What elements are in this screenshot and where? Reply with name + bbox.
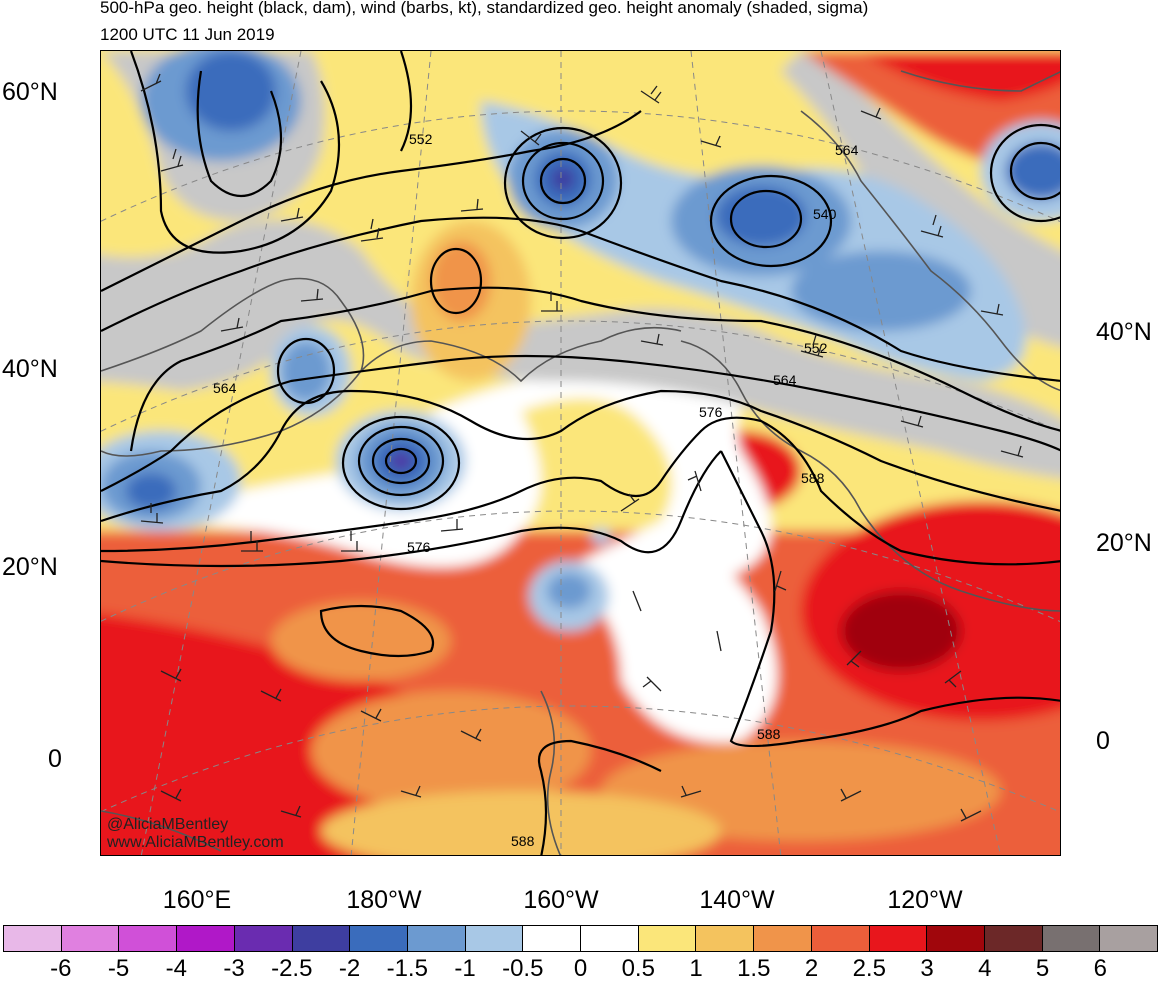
colorbar-tick-label: 1.5 <box>737 955 771 982</box>
contour-label: 540 <box>813 206 837 222</box>
height-contours <box>101 51 1060 855</box>
contour-label: 588 <box>801 470 825 486</box>
credit-website: www.AliciaMBentley.com <box>107 834 284 851</box>
lat-label-right: 0 <box>1096 727 1110 755</box>
colorbar-swatch <box>581 926 639 951</box>
lon-label: 120°W <box>887 886 963 914</box>
colorbar <box>3 925 1158 952</box>
colorbar-tick-label: 2.5 <box>852 955 886 982</box>
colorbar-swatch <box>927 926 985 951</box>
colorbar-tick-label: 1 <box>689 955 703 982</box>
colorbar-tick-label: 5 <box>1035 955 1050 982</box>
colorbar-swatch <box>984 926 1043 951</box>
lat-label-left: 0 <box>48 745 62 773</box>
lon-label: 160°W <box>523 886 599 914</box>
colorbar-tick-label: -2.5 <box>271 955 313 982</box>
colorbar-tick-label: -0.5 <box>502 955 544 982</box>
map-panel: 552 564 540 552 564 564 576 576 588 588 … <box>100 50 1061 856</box>
colorbar-swatch <box>696 926 755 951</box>
colorbar-swatch <box>638 926 697 951</box>
contour-label: 552 <box>804 340 828 356</box>
contour-label: 588 <box>511 833 535 849</box>
map-valid-time: 1200 UTC 11 Jun 2019 <box>100 25 275 44</box>
contour-label: 588 <box>757 726 781 742</box>
colorbar-swatch <box>61 926 120 951</box>
colorbar-swatch <box>1100 926 1158 951</box>
lat-label-left: 40°N <box>2 355 58 383</box>
colorbar-tick-label: 3 <box>920 955 934 982</box>
colorbar-tick-label: 2 <box>804 955 819 982</box>
wind-barbs <box>140 73 1024 822</box>
colorbar-tick-label: -6 <box>50 955 72 982</box>
colorbar-tick-label: 0 <box>573 955 588 982</box>
contour-label: 576 <box>407 539 431 555</box>
colorbar-swatch <box>869 926 928 951</box>
contour-label: 564 <box>773 372 797 388</box>
anomaly-shading <box>101 51 1060 855</box>
lat-label-right: 20°N <box>1096 529 1152 557</box>
colorbar-swatch <box>292 926 351 951</box>
lat-label-left: 20°N <box>2 553 58 581</box>
colorbar-tick-label: -5 <box>107 955 130 982</box>
colorbar-tick-label: 6 <box>1093 955 1107 982</box>
colorbar-swatch <box>523 926 582 951</box>
contour-label: 564 <box>835 142 859 158</box>
lon-label: 160°E <box>162 886 232 914</box>
credit-handle: @AliciaMBentley <box>107 816 229 833</box>
colorbar-tick-label: -3 <box>223 955 245 982</box>
lat-label-right: 40°N <box>1096 318 1152 346</box>
colorbar-swatch <box>350 926 408 951</box>
colorbar-swatch <box>465 926 524 951</box>
colorbar-swatch <box>407 926 466 951</box>
contour-label: 564 <box>213 380 237 396</box>
lon-label: 140°W <box>699 886 775 914</box>
colorbar-swatch <box>177 926 235 951</box>
colorbar-tick-label: 4 <box>978 955 992 982</box>
colorbar-swatch <box>811 926 870 951</box>
colorbar-tick-label: -1.5 <box>386 955 428 982</box>
colorbar-tick-label: -2 <box>338 955 361 982</box>
map-title: 500-hPa geo. height (black, dam), wind (… <box>100 0 869 17</box>
colorbar-swatch <box>234 926 293 951</box>
contour-labels: 552 564 540 552 564 564 576 576 588 588 … <box>213 131 859 849</box>
graticule <box>101 51 1060 855</box>
colorbar-tick-label: -1 <box>454 955 476 982</box>
colorbar-tick-label: 0.5 <box>621 955 655 982</box>
colorbar-swatch <box>119 926 178 951</box>
anomaly-map: 552 564 540 552 564 564 576 576 588 588 … <box>101 51 1060 855</box>
lat-label-left: 60°N <box>2 78 58 106</box>
contour-label: 576 <box>699 404 723 420</box>
coastlines <box>101 70 1060 855</box>
colorbar-swatch <box>1042 926 1101 951</box>
colorbar-swatch <box>754 926 812 951</box>
colorbar-tick-label: -4 <box>165 955 187 982</box>
colorbar-swatch <box>4 926 62 951</box>
lon-label: 180°W <box>346 886 422 914</box>
contour-label: 552 <box>409 131 433 147</box>
